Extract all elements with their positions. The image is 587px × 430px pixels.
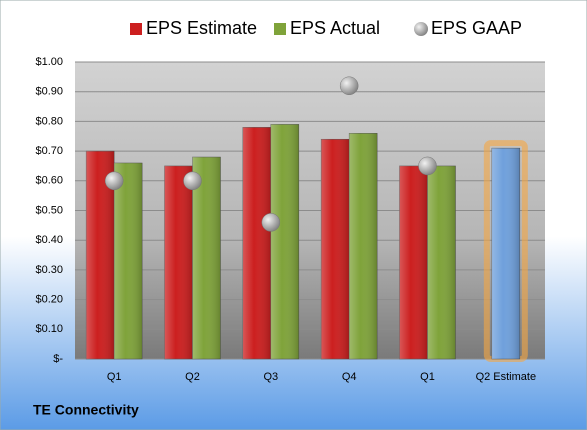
legend-marker — [130, 23, 142, 35]
gaap-point — [104, 171, 124, 191]
gaap-point — [261, 213, 281, 232]
legend-label: EPS Estimate — [146, 18, 257, 38]
gaap-point — [418, 156, 437, 176]
bar-shine — [349, 133, 378, 359]
bar-shine — [242, 127, 271, 359]
x-tick-label: Q1 — [107, 371, 122, 383]
bar-shine — [399, 165, 428, 359]
bar-shine — [321, 139, 350, 359]
legend-label: EPS Actual — [290, 18, 380, 38]
x-tick-label: Q3 — [263, 371, 278, 383]
y-tick-label: $0.50 — [35, 204, 63, 216]
legend-marker — [274, 23, 286, 35]
x-tick-label: Q2 Estimate — [476, 371, 537, 383]
chart-title: TE Connectivity — [33, 402, 139, 418]
gaap-point — [183, 171, 202, 191]
y-tick-label: $0.90 — [35, 86, 63, 98]
bar-shine — [491, 148, 520, 359]
bar-shine — [192, 157, 221, 359]
y-tick-label: $0.20 — [35, 294, 63, 306]
bar-shine — [114, 162, 143, 359]
y-tick-label: $0.40 — [35, 234, 63, 246]
legend-label: EPS GAAP — [431, 18, 522, 38]
x-tick-label: Q2 — [185, 371, 200, 383]
gaap-point — [339, 76, 359, 96]
y-tick-label: $0.70 — [35, 145, 63, 157]
bar-shine — [164, 165, 193, 359]
bar-shine — [270, 124, 299, 360]
y-tick-label: $0.10 — [35, 323, 63, 335]
y-tick-label: $- — [53, 353, 63, 365]
y-tick-label: $1.00 — [35, 56, 63, 68]
y-tick-label: $0.30 — [35, 264, 63, 276]
y-tick-label: $0.60 — [35, 175, 63, 187]
legend-marker — [414, 22, 428, 36]
x-tick-label: Q1 — [420, 371, 435, 383]
y-tick-label: $0.80 — [35, 115, 63, 127]
x-tick-label: Q4 — [342, 371, 357, 383]
bar-shine — [427, 165, 456, 359]
